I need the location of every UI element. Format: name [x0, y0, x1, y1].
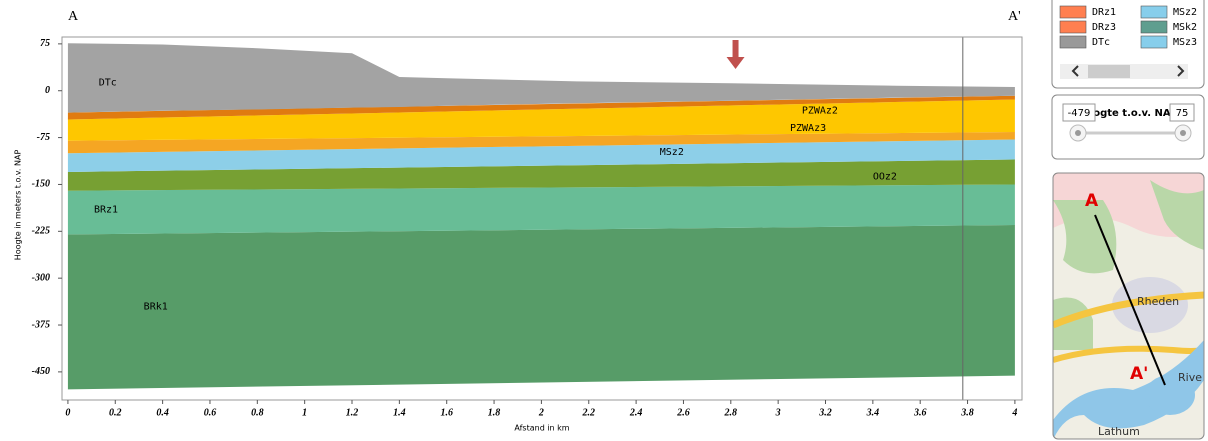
- legend-swatch: [1060, 6, 1086, 18]
- legend-label: MSz3: [1173, 37, 1197, 48]
- y-tick-label: -225: [32, 226, 50, 237]
- y-axis-label: Hoogte in meters t.o.v. NAP: [14, 150, 23, 261]
- map-start: A: [1085, 191, 1099, 211]
- place: Rheden: [1137, 295, 1179, 308]
- x-tick-label: 1.6: [440, 407, 453, 418]
- layer-label: BRz1: [94, 204, 118, 215]
- x-tick-label: 1: [302, 407, 307, 418]
- x-tick-label: 3: [775, 407, 781, 418]
- y-tick-label: 75: [40, 38, 50, 49]
- layer-label: PZWAz3: [790, 123, 826, 134]
- legend-swatch: [1060, 21, 1086, 33]
- x-tick-label: 3.4: [866, 407, 880, 418]
- legend-swatch: [1141, 36, 1167, 48]
- y-tick-label: -150: [32, 179, 50, 190]
- slider-dot: [1075, 130, 1081, 136]
- x-tick-label: 0.6: [204, 407, 217, 418]
- legend-label: DRz1: [1092, 7, 1116, 18]
- slider-dot: [1180, 130, 1186, 136]
- y-tick-label: -75: [37, 132, 50, 143]
- x-tick-label: 3.8: [960, 407, 974, 418]
- max-text[interactable]: 75: [1176, 108, 1189, 119]
- corner-label: A: [68, 9, 79, 24]
- x-tick-label: 1.4: [393, 407, 406, 418]
- x-tick-label: 0.2: [109, 407, 122, 418]
- legend-label: DRz3: [1092, 22, 1116, 33]
- plot: [62, 37, 1022, 400]
- layer-label: OOz2: [873, 171, 897, 182]
- x-tick-label: 0.8: [251, 407, 264, 418]
- x-tick-label: 1.8: [488, 407, 501, 418]
- legend-label: DTc: [1092, 37, 1110, 48]
- y-tick-label: 0: [45, 85, 50, 96]
- layer-label: DTc: [99, 78, 117, 89]
- corner-label: A': [1008, 9, 1021, 24]
- y-tick-label: -450: [32, 366, 50, 377]
- legend-label: MSz2: [1173, 7, 1197, 18]
- x-tick-label: 2.6: [676, 407, 690, 418]
- layer-label: BRk1: [144, 301, 168, 312]
- map[interactable]: A A' Rheden Rive Lathum: [1053, 173, 1204, 440]
- layer: [68, 225, 1015, 389]
- place: Lathum: [1098, 425, 1140, 438]
- legend-swatch: [1141, 21, 1167, 33]
- scroll-thumb[interactable]: [1088, 65, 1130, 78]
- x-tick-label: 0.4: [156, 407, 169, 418]
- y-tick-label: -375: [32, 319, 50, 330]
- legend-label: MSk2: [1173, 22, 1197, 33]
- x-axis-label: Afstand in km: [514, 424, 569, 433]
- legend-swatch: [1141, 6, 1167, 18]
- x-tick-label: 3.6: [913, 407, 927, 418]
- place: Rive: [1178, 371, 1202, 384]
- y-tick-label: -300: [32, 272, 50, 283]
- x-tick-label: 2.8: [724, 407, 738, 418]
- map-end: A': [1130, 364, 1148, 384]
- x-tick-label: 4: [1011, 407, 1017, 418]
- screen: A A' Afstand in km Hoogte in meters t.o.…: [0, 0, 1208, 441]
- x-tick-label: 1.2: [346, 407, 359, 418]
- min-text[interactable]: -479: [1068, 108, 1091, 119]
- x-tick-label: 2: [538, 407, 544, 418]
- x-tick-label: 3.2: [818, 407, 832, 418]
- x-tick-label: 2.2: [582, 407, 596, 418]
- layer-label: MSz2: [660, 147, 684, 158]
- layer-label: PZWAz2: [802, 106, 838, 117]
- x-tick-label: 0: [65, 407, 70, 418]
- x-tick-label: 2.4: [629, 407, 643, 418]
- legend-swatch: [1060, 36, 1086, 48]
- page: A A' Afstand in km Hoogte in meters t.o.…: [0, 0, 1208, 441]
